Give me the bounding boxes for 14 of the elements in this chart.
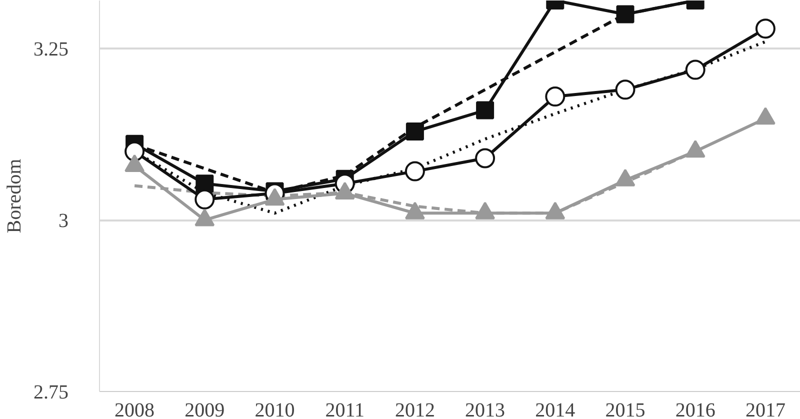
x-tick-label: 2012 (394, 400, 435, 419)
x-tick-label: 2015 (605, 400, 646, 419)
x-tick-label: 2010 (254, 400, 295, 419)
x-tick-label: 2009 (184, 400, 225, 419)
x-tick-label: 2011 (325, 400, 364, 419)
y-axis-title: Boredom (4, 158, 26, 234)
x-tick-label: 2014 (535, 400, 576, 419)
y-tick-label: 2.75 (34, 382, 68, 404)
x-tick-label: 2016 (675, 400, 716, 419)
x-tick-label: 2017 (745, 400, 786, 419)
y-tick-label: 3 (58, 210, 68, 232)
x-tick-label: 2008 (114, 400, 155, 419)
y-tick-label: 3.25 (34, 38, 68, 61)
x-tick-label: 2013 (465, 400, 506, 419)
